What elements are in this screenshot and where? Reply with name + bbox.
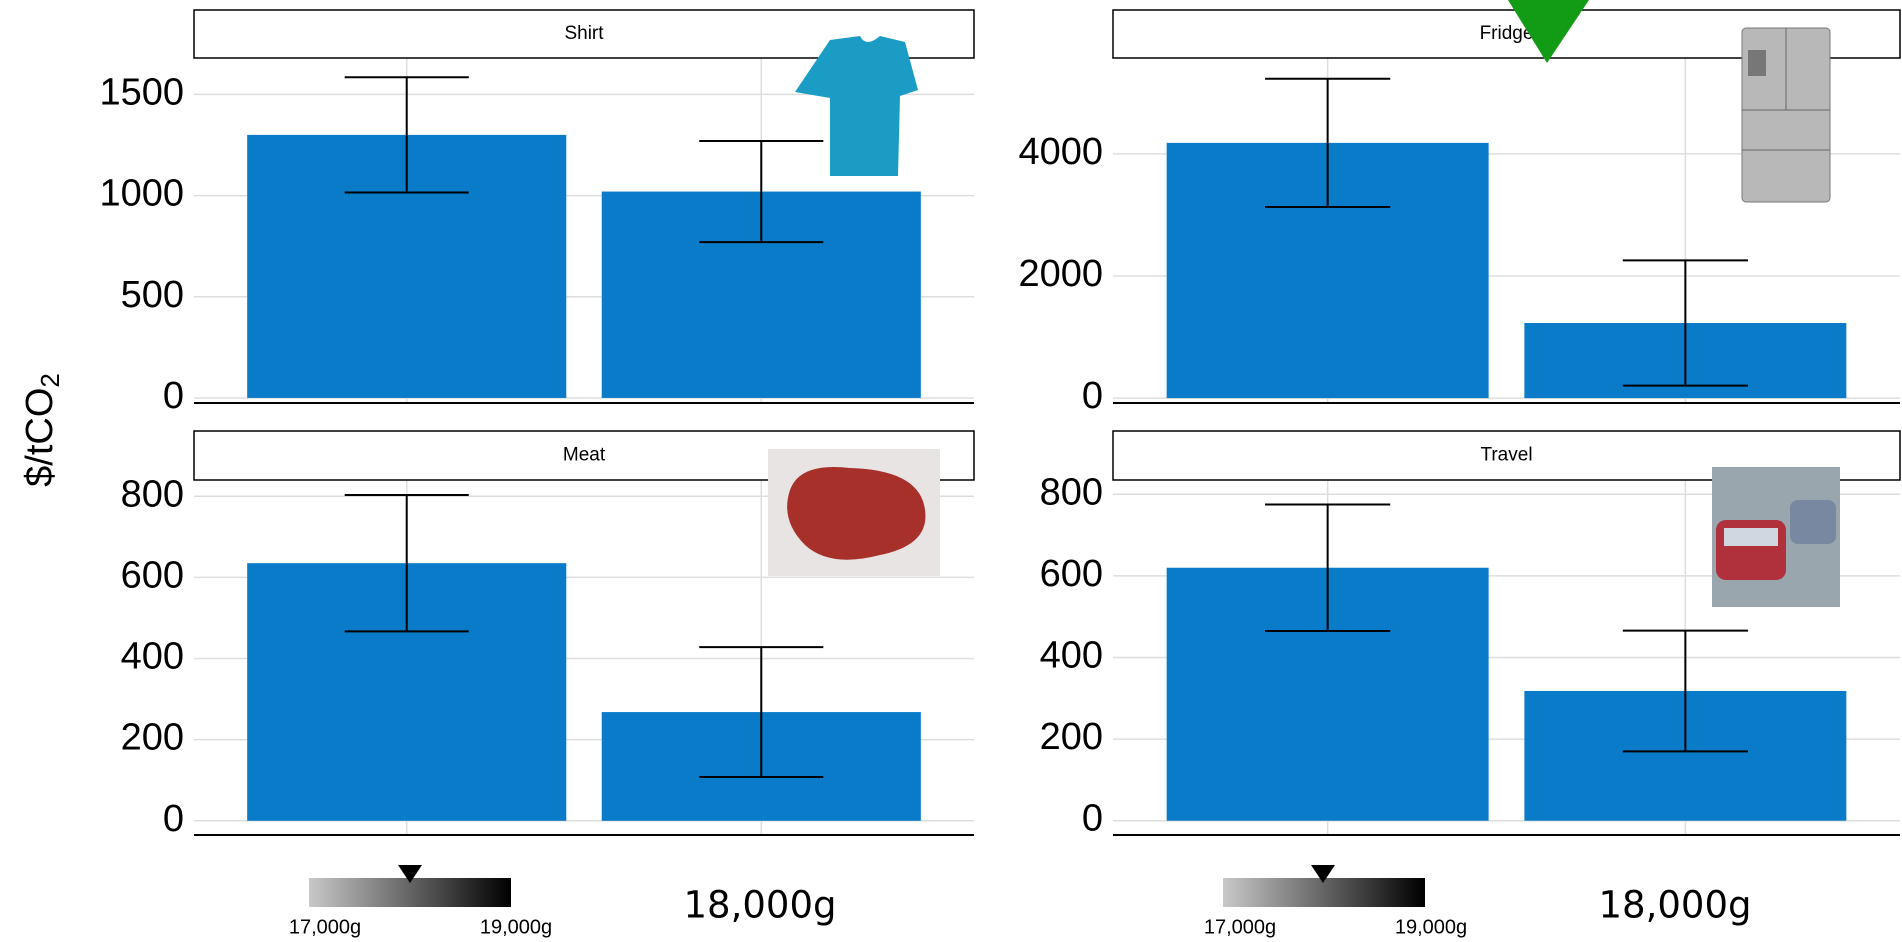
y-tick-label: 800 (1040, 471, 1103, 513)
y-axis-label: $/tCO2 (19, 373, 65, 487)
y-tick-label: 0 (1082, 375, 1103, 417)
panel-title: Travel (1480, 445, 1532, 466)
scale-min: 17,000g (289, 916, 361, 938)
panel-title: Meat (563, 445, 606, 466)
y-tick-label: 400 (121, 636, 184, 678)
y-tick-label: 600 (121, 554, 184, 596)
y-tick-label: 1500 (99, 71, 184, 113)
scale-min: 17,000g (1204, 916, 1276, 938)
panels: 050010001500Shirt020004000Fridge02004006… (99, 10, 1900, 840)
y-tick-label: 200 (1040, 716, 1103, 758)
car (1790, 500, 1836, 544)
y-tick-label: 0 (163, 375, 184, 417)
meat-icon (787, 467, 925, 560)
y-axis-label-text: $/tCO (19, 388, 61, 487)
scale-widget: 17,000g 19,000g 18,000g (289, 865, 837, 938)
y-tick-label: 1000 (99, 173, 184, 215)
scale-max: 19,000g (480, 916, 552, 938)
fridge-dispenser (1748, 50, 1766, 76)
y-tick-label: 0 (163, 798, 184, 840)
y-tick-label: 400 (1040, 635, 1103, 677)
gradient-bar (1223, 878, 1425, 907)
y-tick-label: 600 (1040, 553, 1103, 595)
y-tick-label: 500 (121, 274, 184, 316)
scale-value: 18,000g (1599, 884, 1752, 927)
car-window (1724, 528, 1778, 546)
y-tick-label: 200 (121, 717, 184, 759)
y-tick-label: 4000 (1018, 131, 1103, 173)
panel-title: Shirt (564, 23, 604, 44)
scale-value: 18,000g (684, 884, 837, 927)
chart: $/tCO2 17,000g 19,000g 18,000g 17,000g 1… (0, 0, 1902, 942)
y-axis-label-subscript: 2 (35, 373, 65, 387)
y-tick-label: 0 (1082, 798, 1103, 840)
scale-max: 19,000g (1395, 916, 1467, 938)
y-tick-label: 2000 (1018, 253, 1103, 295)
y-tick-label: 800 (121, 473, 184, 515)
scale-widget: 17,000g 19,000g 18,000g (1204, 865, 1752, 938)
